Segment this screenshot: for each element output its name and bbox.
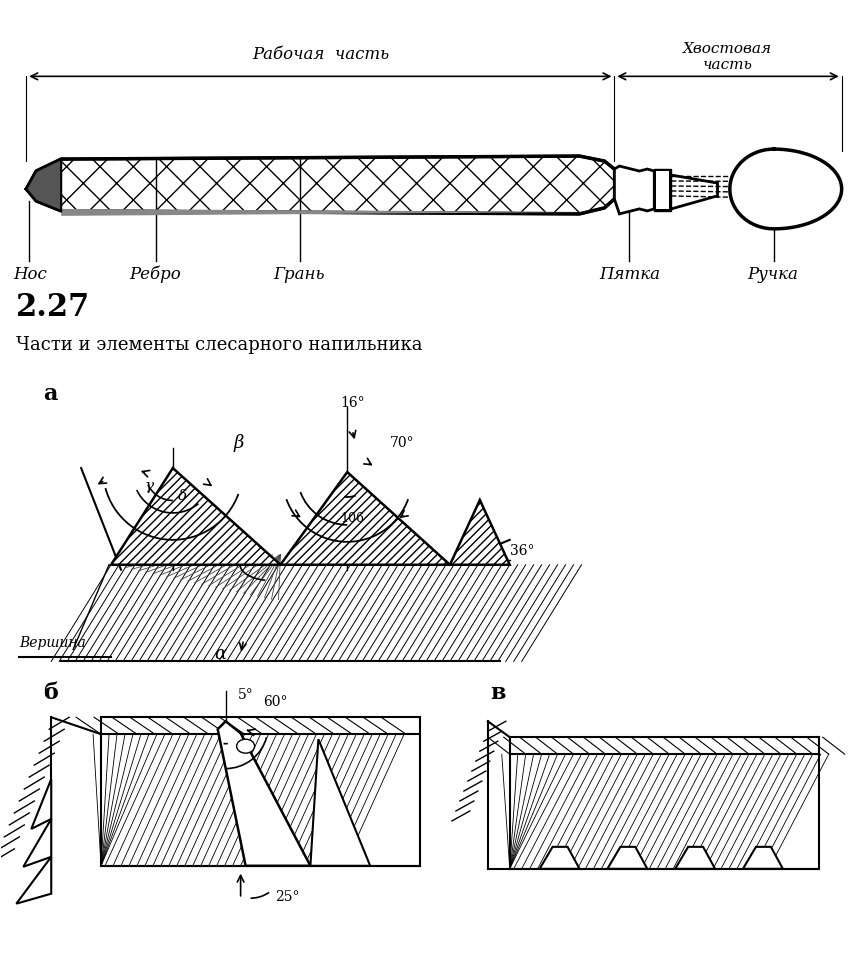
Text: 106: 106 [341, 512, 365, 525]
Polygon shape [280, 472, 450, 564]
Text: Части и элементы слесарного напильника: Части и элементы слесарного напильника [16, 336, 423, 355]
Text: а: а [43, 383, 58, 406]
Text: 2.27: 2.27 [16, 292, 90, 322]
Polygon shape [27, 159, 61, 211]
Text: часть: часть [703, 59, 753, 73]
Text: Ручка: Ручка [747, 266, 798, 282]
Polygon shape [27, 156, 614, 214]
Text: 60°: 60° [263, 695, 288, 710]
Polygon shape [510, 755, 819, 869]
Polygon shape [101, 734, 420, 865]
Polygon shape [111, 468, 280, 564]
Polygon shape [656, 172, 669, 209]
Text: 25°: 25° [275, 890, 300, 904]
Text: β: β [233, 434, 243, 452]
Polygon shape [730, 149, 842, 228]
Polygon shape [607, 847, 648, 869]
Text: в: в [490, 682, 505, 705]
Text: γ: γ [144, 479, 153, 493]
Polygon shape [31, 779, 52, 829]
Text: Нос: Нос [14, 266, 47, 282]
Ellipse shape [237, 739, 255, 754]
Text: Вершина: Вершина [19, 636, 86, 651]
Text: 70°: 70° [390, 436, 415, 450]
Polygon shape [450, 500, 510, 564]
Text: Ребро: Ребро [129, 266, 181, 282]
Text: δ: δ [178, 489, 187, 503]
Text: б: б [43, 682, 58, 705]
Polygon shape [310, 739, 370, 865]
Polygon shape [675, 847, 715, 869]
Text: Грань: Грань [273, 266, 325, 282]
Text: Рабочая  часть: Рабочая часть [252, 46, 389, 64]
Text: 36°: 36° [510, 544, 534, 558]
Polygon shape [218, 721, 310, 865]
Text: 5°: 5° [237, 688, 254, 703]
Polygon shape [61, 564, 500, 662]
Polygon shape [654, 169, 671, 211]
Polygon shape [61, 209, 605, 216]
Text: Хвостовая: Хвостовая [684, 42, 772, 57]
Text: 16°: 16° [340, 396, 365, 411]
Polygon shape [614, 166, 654, 214]
Polygon shape [743, 847, 783, 869]
Polygon shape [16, 857, 52, 904]
Polygon shape [23, 819, 52, 866]
Text: Пятка: Пятка [599, 266, 660, 282]
Text: α: α [215, 646, 227, 663]
Polygon shape [539, 847, 580, 869]
